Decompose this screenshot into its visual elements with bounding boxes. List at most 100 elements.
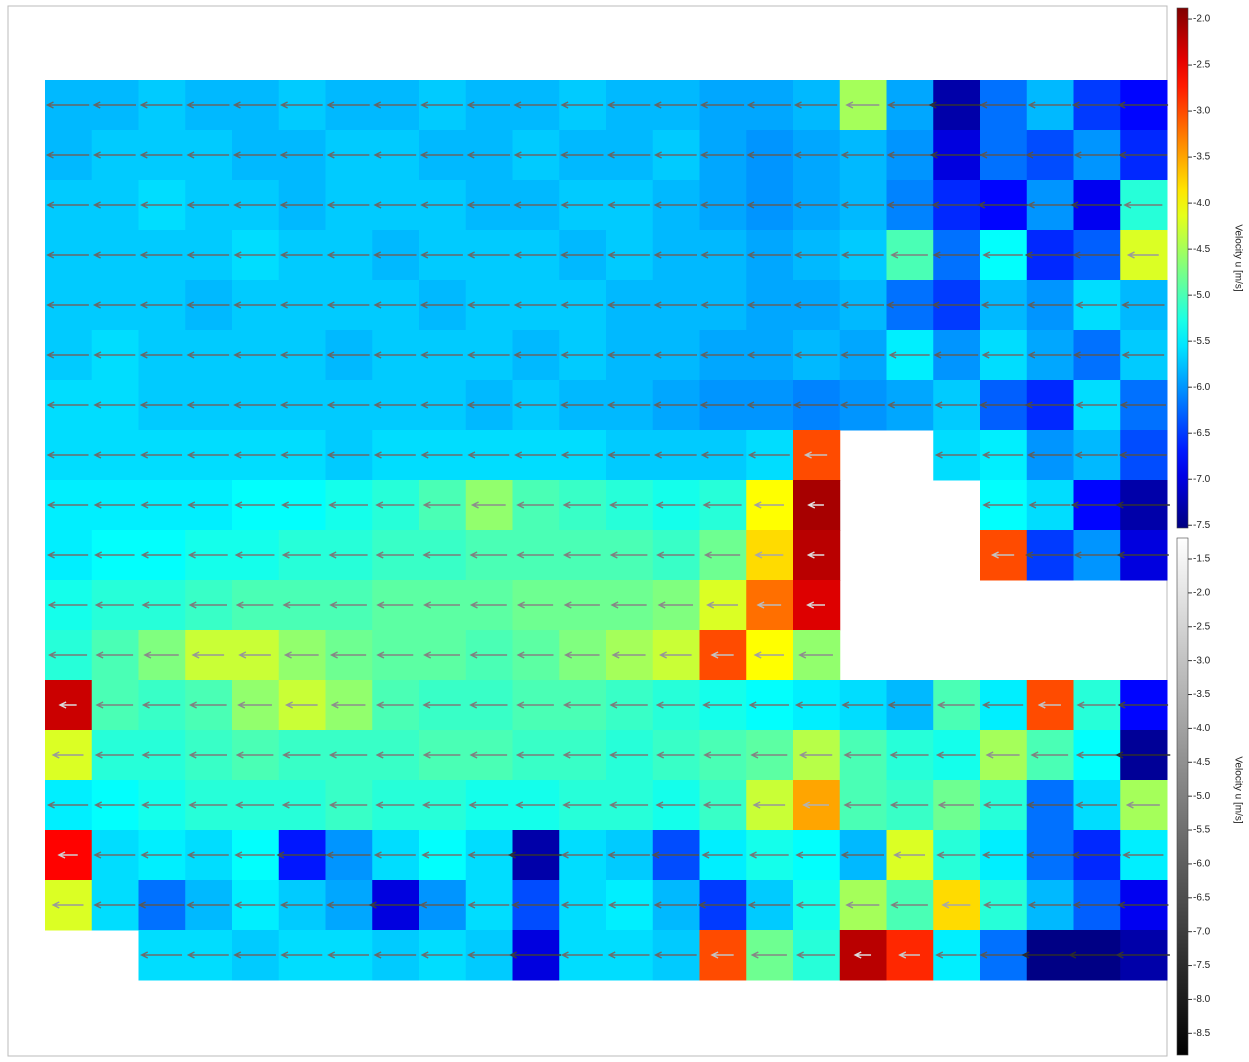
velocity-vector xyxy=(186,351,230,359)
velocity-vector xyxy=(92,151,136,159)
velocity-vector xyxy=(186,301,230,309)
colorbar-tick-label: -4.0 xyxy=(1193,198,1211,209)
velocity-vector xyxy=(1073,151,1119,159)
velocity-vector xyxy=(516,651,554,659)
velocity-vector xyxy=(1072,351,1120,359)
velocity-vector xyxy=(326,301,370,309)
colorbar-tick-label: -4.5 xyxy=(1193,244,1211,255)
velocity-vector xyxy=(423,601,461,609)
velocity-vector xyxy=(330,701,366,709)
velocity-vector xyxy=(560,951,603,959)
velocity-vector xyxy=(564,651,600,659)
velocity-vector xyxy=(1118,151,1168,159)
velocity-vector xyxy=(140,451,183,459)
velocity-vector xyxy=(795,851,836,859)
velocity-vector xyxy=(653,351,698,359)
velocity-vector xyxy=(1073,551,1119,559)
velocity-vector xyxy=(282,601,321,609)
velocity-vector xyxy=(279,251,323,259)
velocity-vector xyxy=(139,251,183,259)
velocity-vector xyxy=(1024,251,1074,259)
velocity-vector xyxy=(466,101,511,109)
velocity-vector xyxy=(238,651,271,659)
velocity-vector xyxy=(375,501,415,509)
colorbar-tick-label: -5.5 xyxy=(1193,825,1211,836)
colorbar-tick-label: -3.0 xyxy=(1193,106,1211,117)
velocity-vector xyxy=(95,701,134,709)
velocity-vector xyxy=(1075,301,1118,309)
velocity-vector xyxy=(890,901,928,909)
velocity-vector xyxy=(981,701,1024,709)
colorbar-tick-label: -4.0 xyxy=(1193,723,1211,734)
velocity-vector xyxy=(280,451,323,459)
velocity-vector xyxy=(326,151,370,159)
velocity-vector xyxy=(279,151,324,159)
velocity-vector xyxy=(655,501,696,509)
velocity-vector xyxy=(141,751,181,759)
velocity-vector xyxy=(45,101,90,109)
velocity-vector xyxy=(703,751,741,759)
velocity-vector xyxy=(466,951,510,959)
velocity-vector xyxy=(329,651,367,659)
velocity-vector xyxy=(890,251,928,259)
velocity-vector xyxy=(980,301,1025,309)
velocity-vector xyxy=(143,651,179,659)
velocity-vector xyxy=(560,251,604,259)
velocity-vector xyxy=(699,201,745,209)
velocity-vector xyxy=(748,701,790,709)
velocity-vector xyxy=(139,101,183,109)
velocity-vector xyxy=(232,101,277,109)
velocity-vector xyxy=(421,801,462,809)
velocity-vector xyxy=(141,801,181,809)
velocity-vector xyxy=(326,201,370,209)
velocity-vector xyxy=(606,351,651,359)
velocity-vector xyxy=(1068,951,1124,959)
velocity-vector xyxy=(793,201,838,209)
velocity-vector xyxy=(1070,201,1122,209)
velocity-vector xyxy=(186,851,229,859)
velocity-vector xyxy=(469,551,508,559)
velocity-vector xyxy=(232,151,277,159)
velocity-vector xyxy=(608,801,649,809)
colorbar-tick-label: -5.5 xyxy=(1193,336,1211,347)
velocity-vector xyxy=(1119,401,1166,409)
velocity-vector xyxy=(93,501,135,509)
velocity-vector xyxy=(979,101,1026,109)
velocity-vector xyxy=(376,651,414,659)
colorbar-tick-label: -2.5 xyxy=(1193,621,1211,632)
velocity-vector xyxy=(560,851,603,859)
colorbar-label: Velocity u [m/s] xyxy=(1232,224,1243,291)
velocity-vector xyxy=(560,901,603,909)
velocity-vector xyxy=(516,551,554,559)
velocity-vector xyxy=(651,851,700,859)
velocity-vector xyxy=(515,801,555,809)
velocity-vector xyxy=(373,401,417,409)
velocity-vector xyxy=(1121,301,1165,309)
velocity-vector xyxy=(562,801,602,809)
velocity-vector xyxy=(327,951,370,959)
velocity-vector xyxy=(235,751,274,759)
velocity-vector xyxy=(468,801,509,809)
velocity-vector xyxy=(325,851,371,859)
velocity-vector xyxy=(373,951,417,959)
velocity-vector xyxy=(1115,951,1170,959)
velocity-vector xyxy=(560,301,604,309)
velocity-vector xyxy=(793,151,838,159)
velocity-vector xyxy=(423,651,461,659)
velocity-vector xyxy=(985,751,1020,759)
colorbar-tick-label: -7.5 xyxy=(1193,520,1211,531)
velocity-vector xyxy=(1071,851,1121,859)
colorbar-tick-label: -2.5 xyxy=(1193,60,1211,71)
velocity-vector xyxy=(94,751,134,759)
velocity-vector xyxy=(326,451,370,459)
velocity-vector xyxy=(233,451,276,459)
velocity-vector xyxy=(375,801,415,809)
velocity-vector xyxy=(283,651,319,659)
velocity-vector xyxy=(92,301,136,309)
velocity-vector xyxy=(234,551,275,559)
velocity-vector xyxy=(1037,701,1061,709)
velocity-vector xyxy=(610,601,647,609)
velocity-vector xyxy=(845,901,880,909)
velocity-vector xyxy=(702,701,742,709)
velocity-vector xyxy=(562,551,601,559)
